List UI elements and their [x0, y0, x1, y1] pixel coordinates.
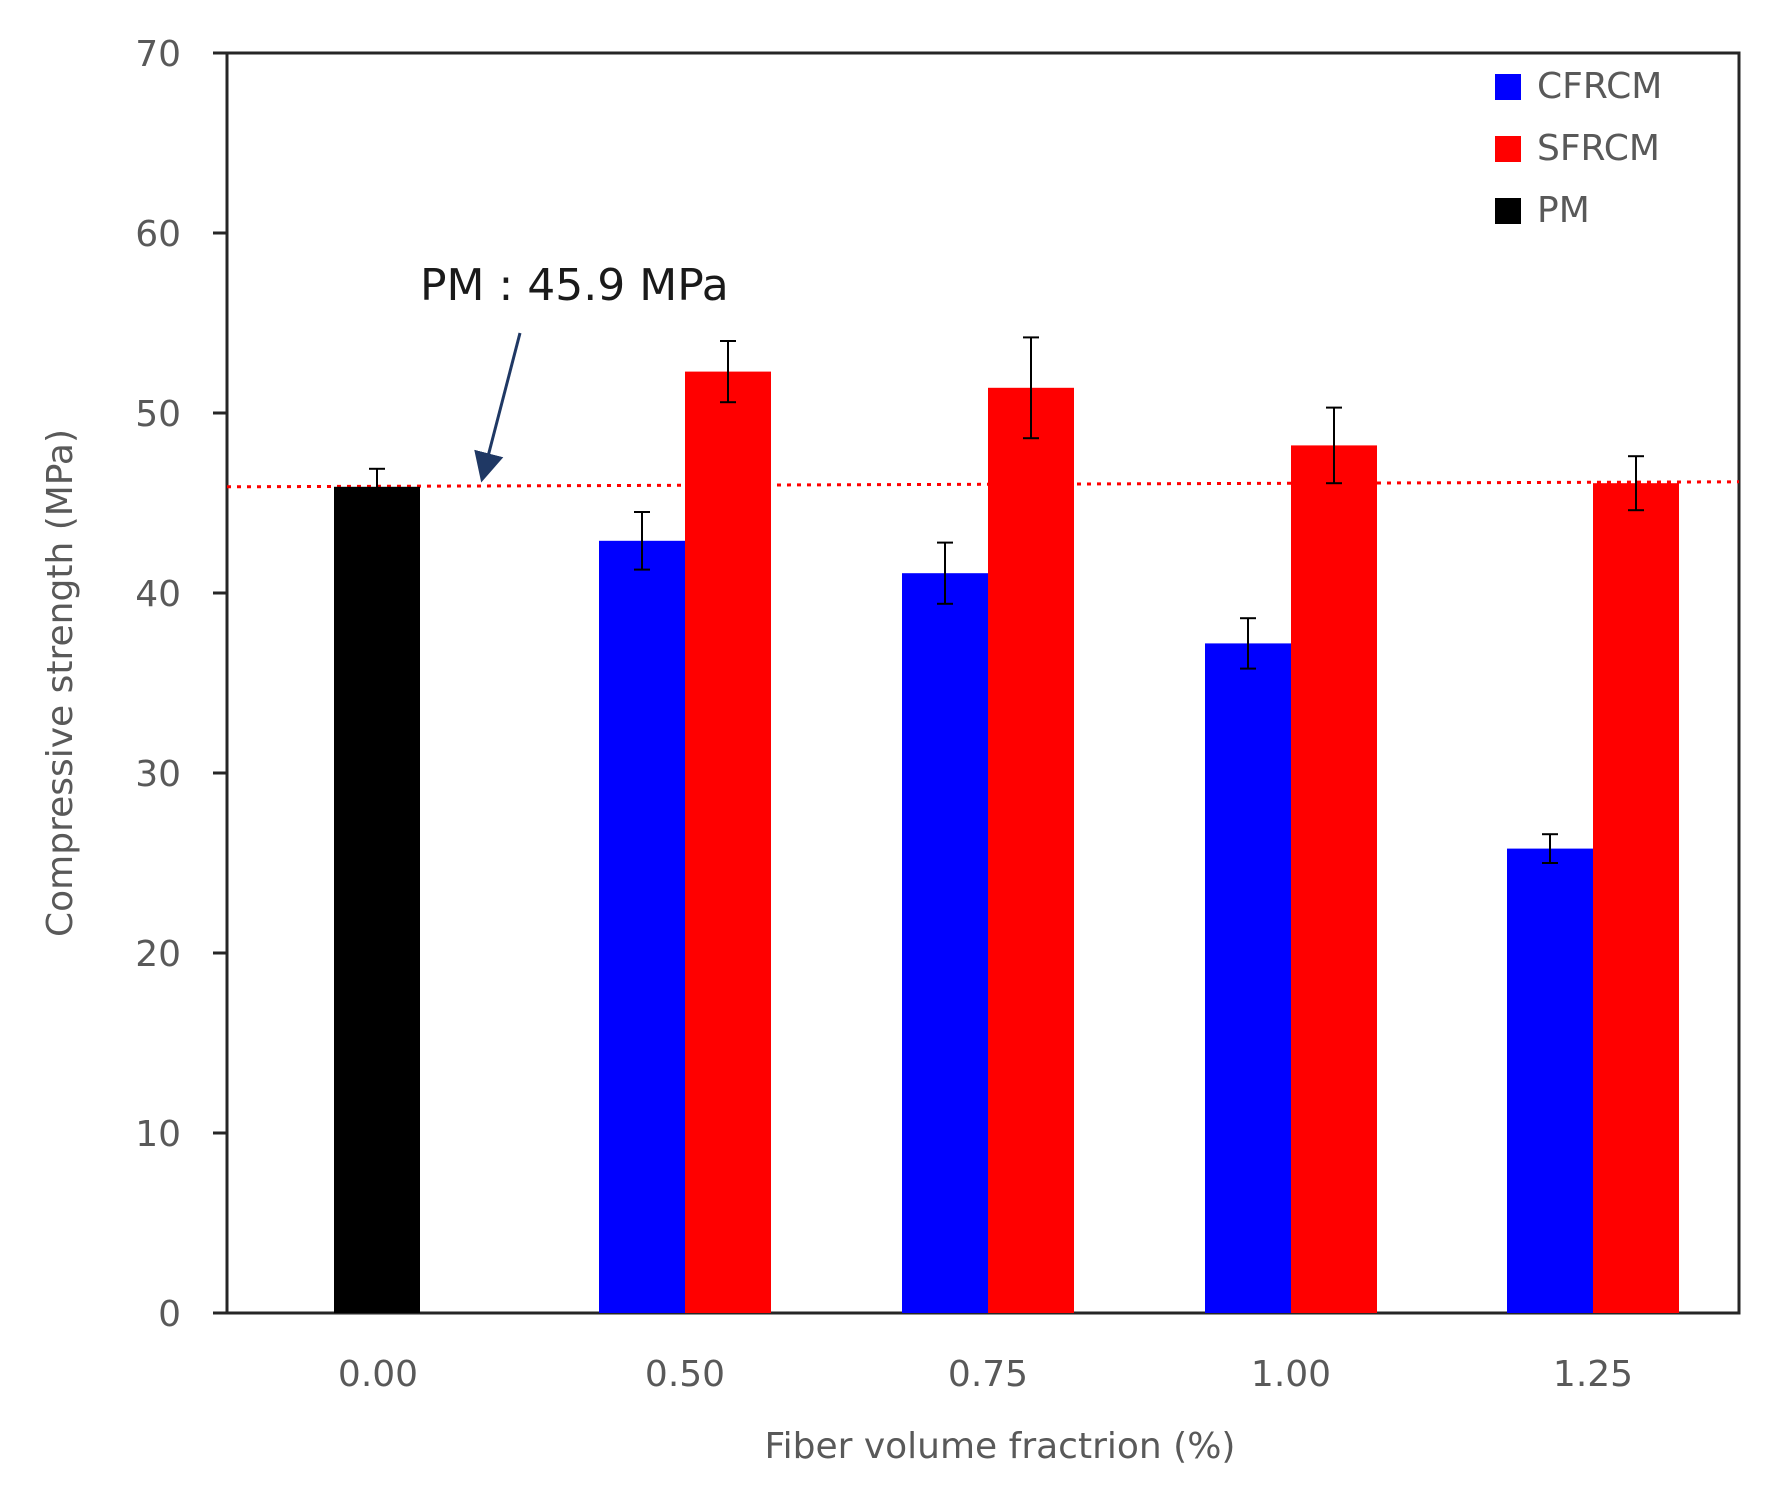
- bar-sfrcm-0.75: [988, 387, 1074, 1313]
- x-axis-title: Fiber volume fractrion (%): [765, 1426, 1236, 1467]
- y-tick-label: 50: [135, 394, 181, 435]
- y-tick-label: 0: [158, 1294, 181, 1335]
- legend-swatch-cfrcm: [1495, 74, 1521, 100]
- y-axis-title: Compressive strength (MPa): [40, 429, 81, 937]
- x-tick-label: 0.00: [338, 1354, 418, 1395]
- bar-sfrcm-1.25: [1593, 483, 1679, 1313]
- legend: CFRCM SFRCM PM: [1495, 66, 1662, 231]
- x-tick-label: 1.25: [1553, 1354, 1633, 1395]
- y-tick-label: 10: [135, 1114, 181, 1155]
- bar-sfrcm-1.00: [1291, 445, 1377, 1313]
- legend-label-sfrcm: SFRCM: [1537, 128, 1660, 169]
- x-axis-ticks: 0.00 0.50 0.75 1.00 1.25: [338, 1354, 1633, 1395]
- bar-cfrcm-0.50: [599, 540, 685, 1313]
- legend-swatch-pm: [1495, 198, 1521, 224]
- y-tick-label: 70: [135, 34, 181, 75]
- bar-cfrcm-0.75: [902, 573, 988, 1313]
- pm-annotation-arrow: [474, 332, 522, 483]
- x-tick-label: 0.75: [948, 1354, 1028, 1395]
- y-tick-label: 20: [135, 934, 181, 975]
- y-axis-ticks: 0 10 20 30 40 50 60 70: [135, 34, 227, 1335]
- x-tick-label: 0.50: [645, 1354, 725, 1395]
- pm-annotation-text: PM : 45.9 MPa: [420, 260, 729, 311]
- error-bars-group: [369, 336, 1644, 864]
- bars-group: [334, 371, 1679, 1314]
- x-tick-label: 1.00: [1251, 1354, 1331, 1395]
- y-tick-label: 40: [135, 574, 181, 615]
- bar-sfrcm-0.50: [685, 371, 771, 1314]
- legend-label-pm: PM: [1537, 190, 1590, 231]
- legend-label-cfrcm: CFRCM: [1537, 66, 1662, 107]
- bar-cfrcm-1.25: [1507, 848, 1593, 1313]
- legend-swatch-sfrcm: [1495, 136, 1521, 162]
- pm-reference-line: [226, 480, 1740, 489]
- y-tick-label: 30: [135, 754, 181, 795]
- bar-pm-0.00: [334, 486, 420, 1313]
- y-tick-label: 60: [135, 214, 181, 255]
- bar-cfrcm-1.00: [1205, 643, 1291, 1313]
